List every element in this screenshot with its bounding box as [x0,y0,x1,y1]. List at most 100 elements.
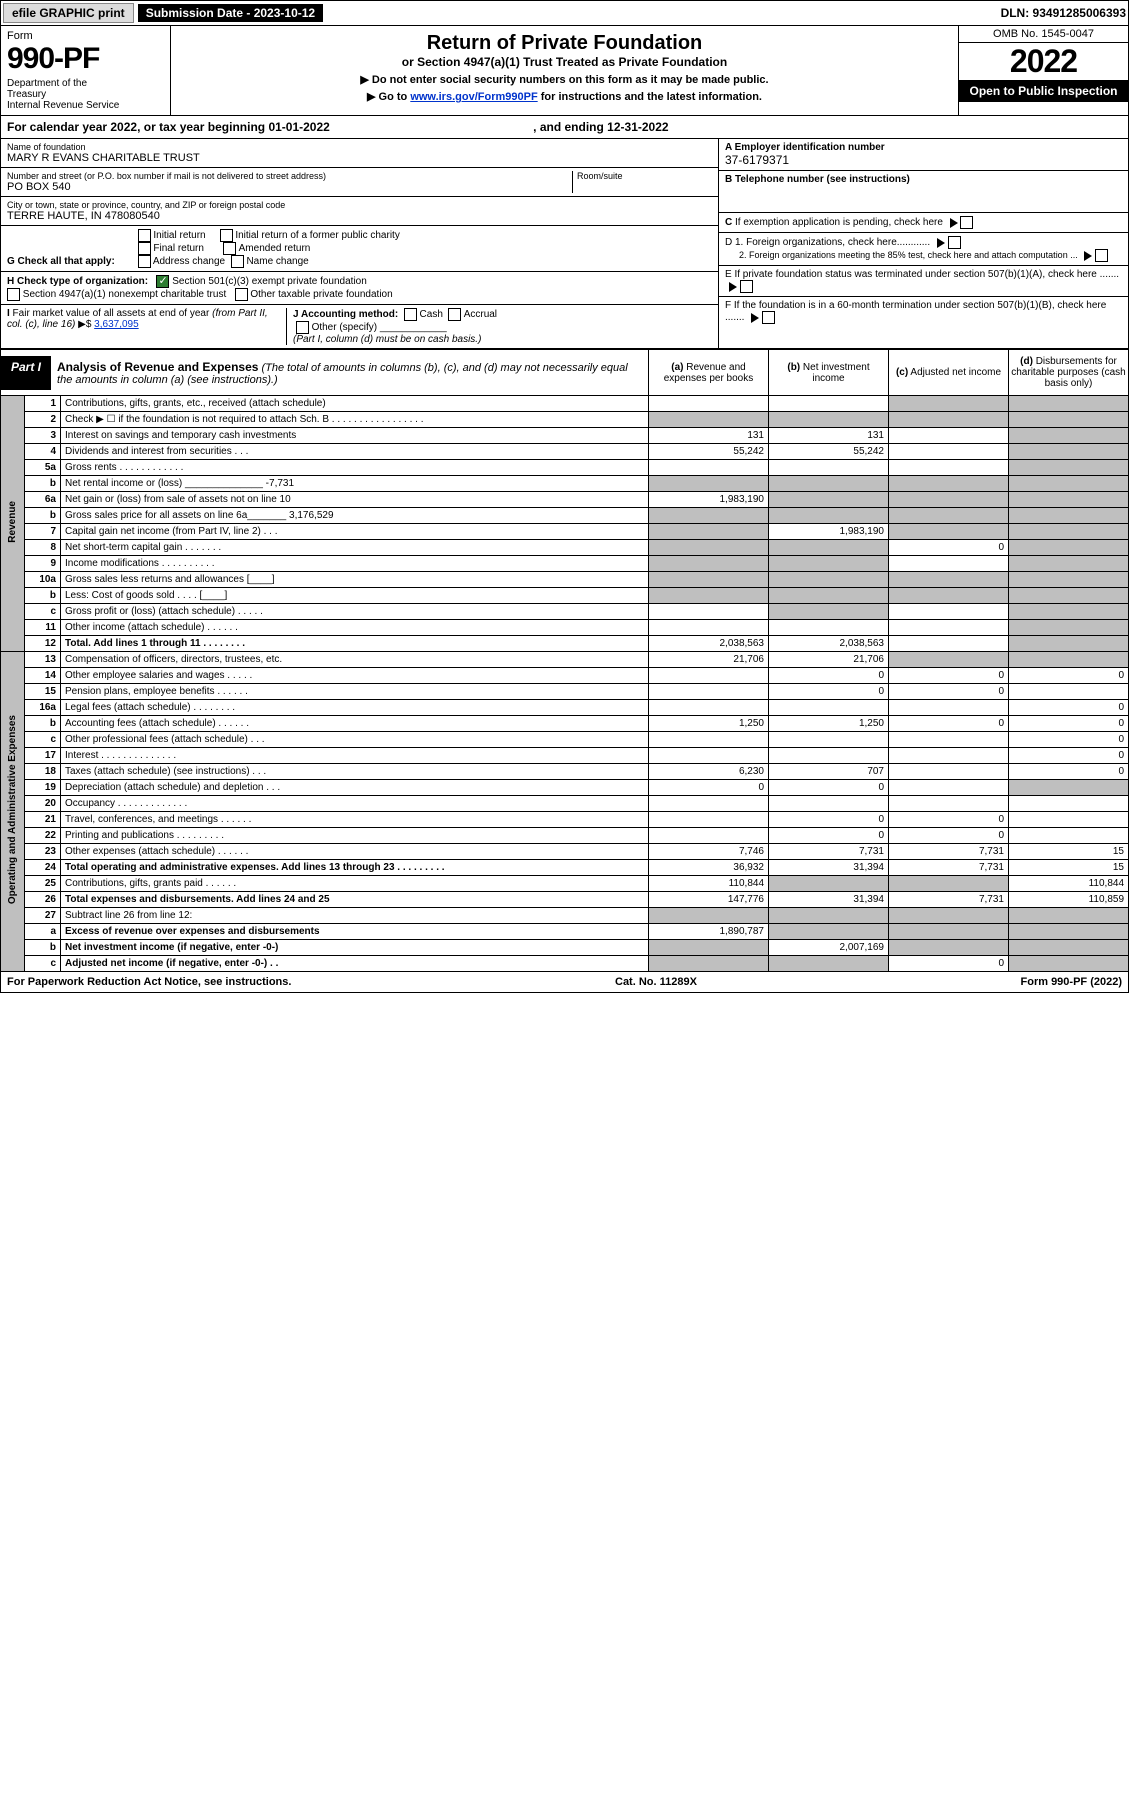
table-row: 25Contributions, gifts, grants paid . . … [1,876,1129,892]
cell-value [769,556,889,572]
table-row: 11Other income (attach schedule) . . . .… [1,620,1129,636]
table-row: 20Occupancy . . . . . . . . . . . . . [1,796,1129,812]
cell-value [769,604,889,620]
table-row: 18Taxes (attach schedule) (see instructi… [1,764,1129,780]
initial-return-checkbox[interactable] [138,229,151,242]
line-number: 2 [25,412,61,428]
other-method-checkbox[interactable] [296,321,309,334]
line-desc: Gross sales price for all assets on line… [61,508,649,524]
line-number: 25 [25,876,61,892]
line-desc: Net investment income (if negative, ente… [61,940,649,956]
arrow-icon [950,218,958,228]
fmv-value[interactable]: 3,637,095 [94,319,139,330]
cell-value: 0 [1009,716,1129,732]
efile-print-button[interactable]: efile GRAPHIC print [3,3,134,23]
table-row: bLess: Cost of goods sold . . . . [____] [1,588,1129,604]
line-desc: Net rental income or (loss) ____________… [61,476,649,492]
arrow-icon [1084,251,1092,261]
line-number: b [25,716,61,732]
cell-value [889,780,1009,796]
cell-value [649,508,769,524]
line-desc: Other expenses (attach schedule) . . . .… [61,844,649,860]
cell-value [889,876,1009,892]
cell-value: 0 [1009,764,1129,780]
line-desc: Other income (attach schedule) . . . . .… [61,620,649,636]
cell-value [769,588,889,604]
dept-label: Department of theTreasuryInternal Revenu… [7,78,164,111]
irs-link[interactable]: www.irs.gov/Form990PF [410,91,537,103]
cell-value [649,556,769,572]
cell-value: 7,731 [889,844,1009,860]
cash-checkbox[interactable] [404,308,417,321]
line-desc: Income modifications . . . . . . . . . . [61,556,649,572]
cell-value [649,620,769,636]
cell-value [769,924,889,940]
terminated-checkbox[interactable] [740,280,753,293]
table-row: 17Interest . . . . . . . . . . . . . .0 [1,748,1129,764]
cell-value: 131 [769,428,889,444]
cell-value [889,636,1009,652]
address-change-checkbox[interactable] [138,255,151,268]
4947-checkbox[interactable] [7,288,20,301]
name-change-checkbox[interactable] [231,255,244,268]
60month-checkbox[interactable] [762,311,775,324]
cell-value: 0 [649,780,769,796]
table-row: 4Dividends and interest from securities … [1,444,1129,460]
line-number: 12 [25,636,61,652]
line-desc: Total. Add lines 1 through 11 . . . . . … [61,636,649,652]
omb-number: OMB No. 1545-0047 [959,26,1128,43]
cell-value [1009,828,1129,844]
cell-value: 0 [1009,732,1129,748]
line-desc: Compensation of officers, directors, tru… [61,652,649,668]
line-number: 1 [25,396,61,412]
cell-value [769,796,889,812]
table-row: bNet rental income or (loss) ___________… [1,476,1129,492]
line-number: c [25,956,61,972]
cell-value [649,796,769,812]
cell-value: 2,007,169 [769,940,889,956]
line-desc: Legal fees (attach schedule) . . . . . .… [61,700,649,716]
amended-checkbox[interactable] [223,242,236,255]
foreign85-checkbox[interactable] [1095,249,1108,262]
foreign-checkbox[interactable] [948,236,961,249]
expenses-side-label: Operating and Administrative Expenses [1,652,25,972]
table-row: cAdjusted net income (if negative, enter… [1,956,1129,972]
line-number: 23 [25,844,61,860]
final-return-checkbox[interactable] [138,242,151,255]
line-desc: Total expenses and disbursements. Add li… [61,892,649,908]
other-taxable-checkbox[interactable] [235,288,248,301]
table-row: Revenue1Contributions, gifts, grants, et… [1,396,1129,412]
cell-value [1009,604,1129,620]
line-desc: Other employee salaries and wages . . . … [61,668,649,684]
cell-value: 0 [889,716,1009,732]
cell-value [649,572,769,588]
cell-value [889,700,1009,716]
cell-value [1009,684,1129,700]
cell-value [1009,444,1129,460]
form-ref: Form 990-PF (2022) [1021,976,1123,988]
line-desc: Net gain or (loss) from sale of assets n… [61,492,649,508]
cell-value [769,700,889,716]
c-cell: C If exemption application is pending, c… [719,213,1128,233]
line-desc: Net short-term capital gain . . . . . . … [61,540,649,556]
cell-value [1009,940,1129,956]
accrual-checkbox[interactable] [448,308,461,321]
line-desc: Less: Cost of goods sold . . . . [____] [61,588,649,604]
line-number: b [25,940,61,956]
line-number: 26 [25,892,61,908]
cell-value: 15 [1009,860,1129,876]
exemption-checkbox[interactable] [960,216,973,229]
initial-public-checkbox[interactable] [220,229,233,242]
cell-value: 1,983,190 [649,492,769,508]
line-number: 9 [25,556,61,572]
line-desc: Accounting fees (attach schedule) . . . … [61,716,649,732]
table-row: 12Total. Add lines 1 through 11 . . . . … [1,636,1129,652]
cell-value [649,604,769,620]
cell-value [769,412,889,428]
form-year-block: OMB No. 1545-0047 2022 Open to Public In… [958,26,1128,115]
501c3-checkbox[interactable] [156,275,169,288]
line-number: 11 [25,620,61,636]
phone-cell: B Telephone number (see instructions) [719,171,1128,213]
cell-value [889,460,1009,476]
line-number: 14 [25,668,61,684]
